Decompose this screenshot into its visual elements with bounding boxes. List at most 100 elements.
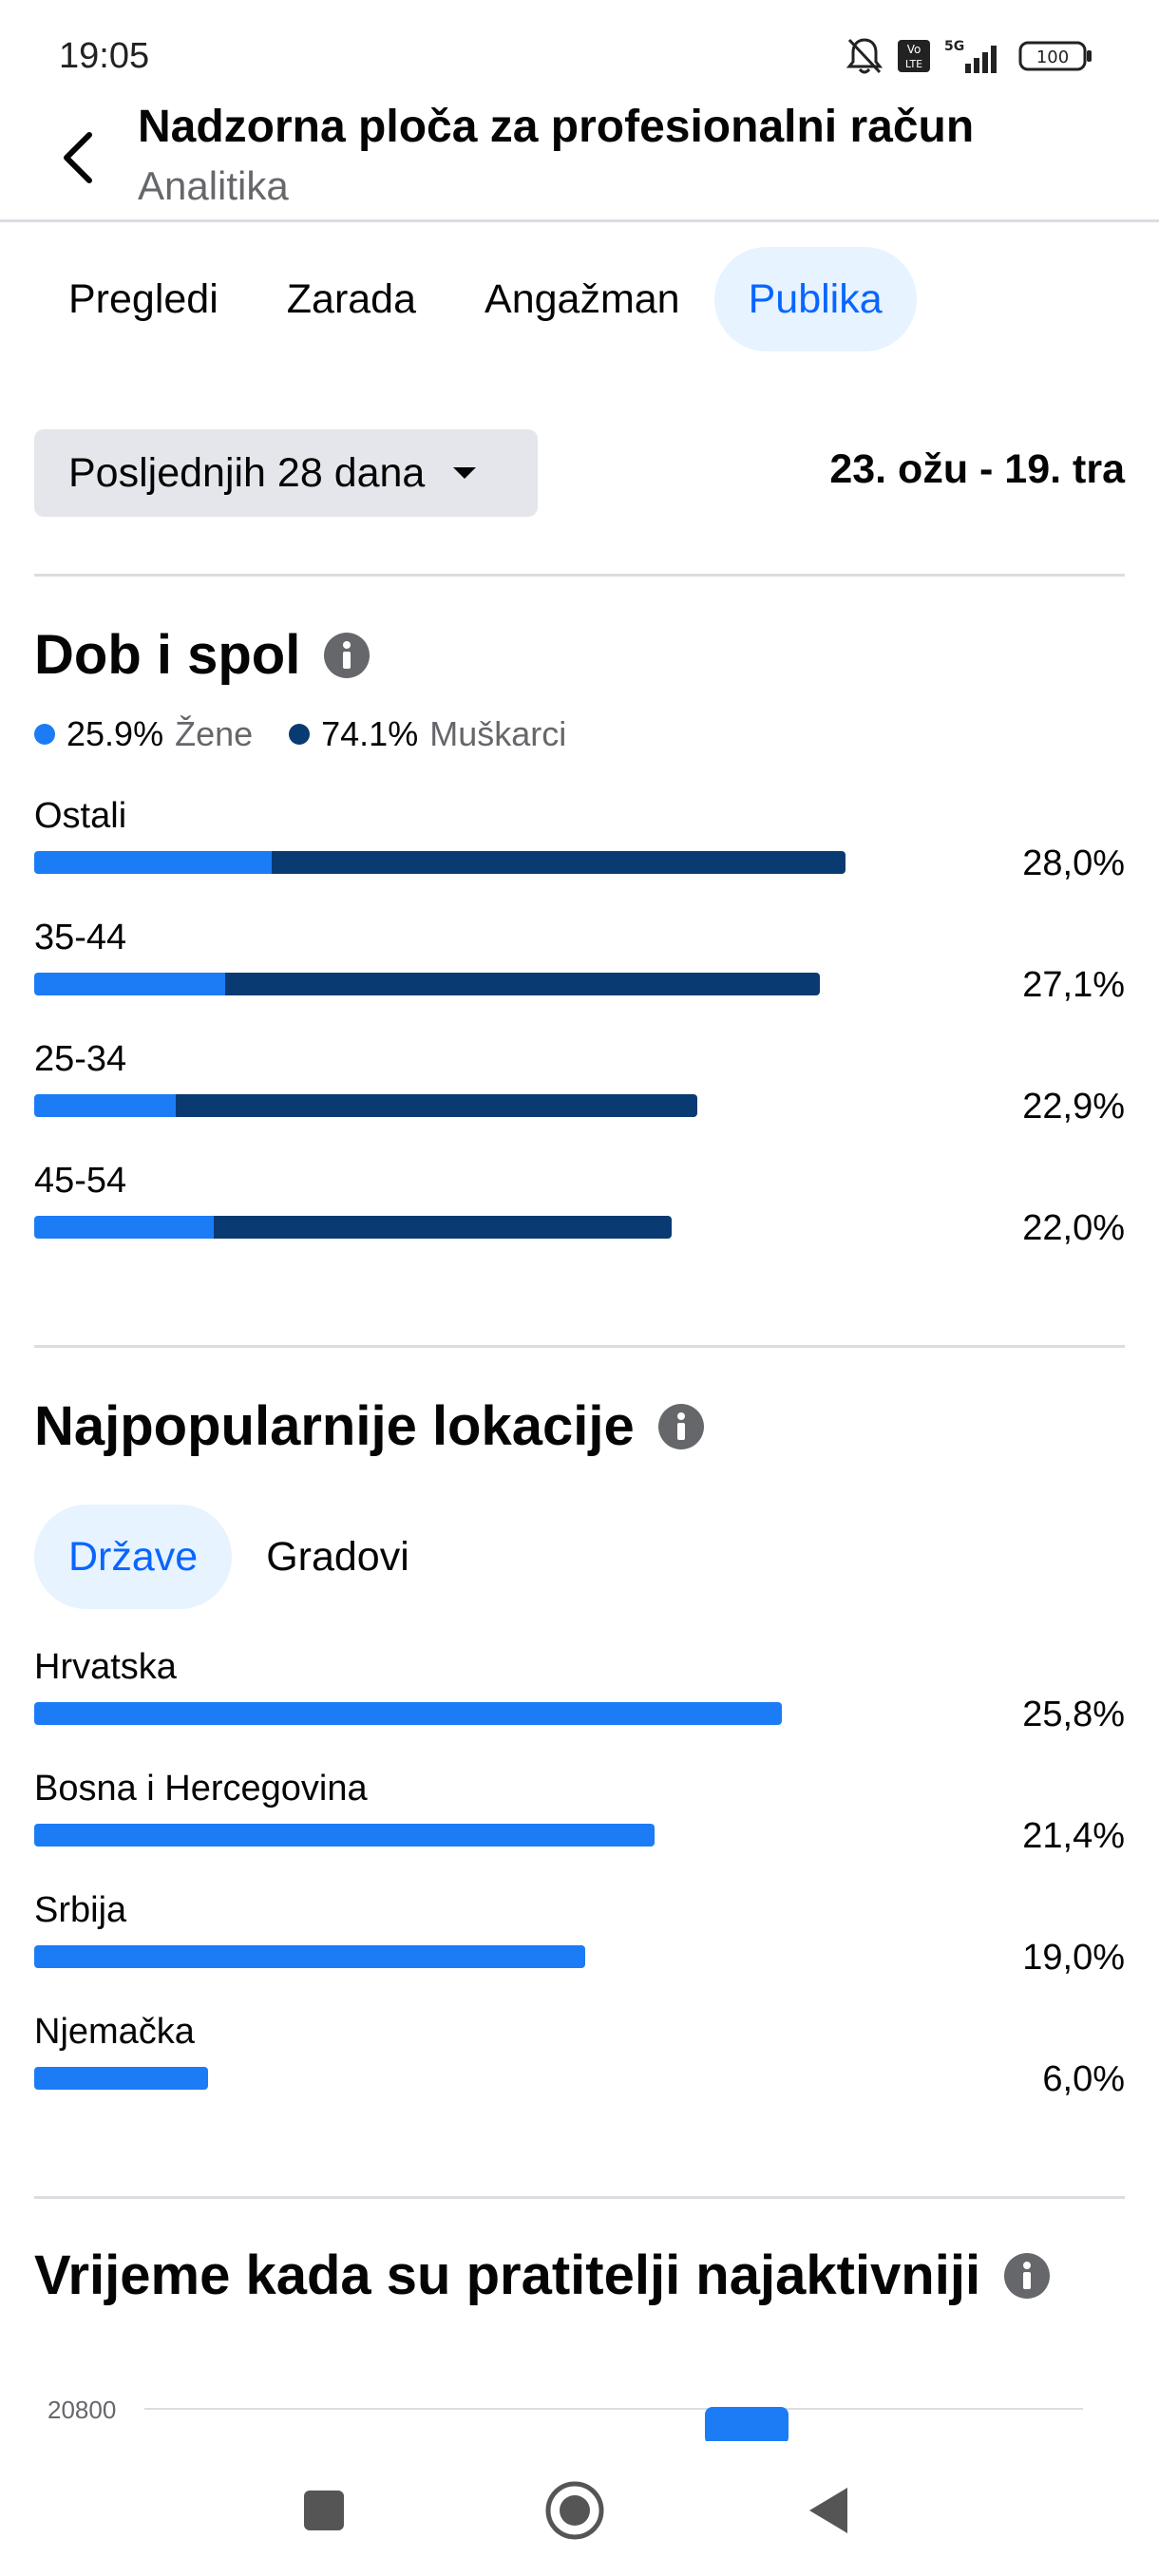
age-row-bar-male	[225, 973, 820, 995]
divider	[34, 574, 1125, 577]
legend-dot-men	[289, 724, 311, 745]
age-row-label: 45-54	[34, 1161, 127, 1201]
bell-muted-icon	[846, 38, 884, 74]
age-row: Ostali 28,0%	[34, 796, 1125, 910]
back-button[interactable]	[48, 123, 108, 192]
age-row-value: 22,0%	[1022, 1208, 1125, 1248]
chevron-left-icon	[64, 132, 92, 183]
age-row-value: 22,9%	[1022, 1087, 1125, 1127]
age-row-label: Ostali	[34, 796, 127, 836]
back-triangle-icon	[809, 2488, 847, 2533]
volte-icon: Vo LTE	[898, 40, 930, 72]
location-row-value: 6,0%	[1042, 2059, 1125, 2099]
age-gender-section-title: Dob i spol	[34, 623, 370, 687]
app-header: Nadzorna ploča za profesionalni račun An…	[0, 91, 1159, 222]
legend-pct-women: 25.9%	[66, 714, 164, 753]
battery-icon: 100	[1018, 41, 1092, 71]
legend-pct-men: 74.1%	[321, 714, 419, 753]
battery-level: 100	[1036, 47, 1069, 67]
age-row-value: 27,1%	[1022, 965, 1125, 1005]
location-row-label: Hrvatska	[34, 1647, 177, 1687]
age-row-bar-male	[176, 1094, 698, 1117]
locations-section-title: Najpopularnije lokacije	[34, 1394, 705, 1458]
active-times-section-title: Vrijeme kada su pratitelji najaktivniji	[34, 2244, 1051, 2307]
age-row-bar-female	[34, 973, 226, 995]
page-subtitle: Analitika	[138, 163, 289, 208]
location-row-bar	[34, 1824, 889, 1847]
info-icon[interactable]	[323, 632, 370, 679]
location-row-value: 21,4%	[1022, 1816, 1125, 1856]
recents-square-icon	[304, 2491, 344, 2530]
age-row-bar-male	[272, 851, 846, 874]
age-row-bar-female	[34, 1216, 215, 1239]
legend-item-women: 25.9% Žene	[34, 714, 253, 754]
age-row-bar-female	[34, 851, 273, 874]
tab-angazman[interactable]: Angažman	[484, 275, 680, 322]
divider	[34, 1345, 1125, 1348]
location-row-bar	[34, 1945, 889, 1968]
caret-down-icon	[453, 467, 477, 479]
date-range-text: 23. ožu - 19. tra	[829, 446, 1125, 492]
svg-text:5G: 5G	[944, 39, 964, 54]
age-gender-title: Dob i spol	[34, 624, 301, 686]
location-row-label: Srbija	[34, 1890, 127, 1930]
location-row: Srbija 19,0%	[34, 1890, 1125, 2004]
location-row-bar-fill	[34, 2067, 208, 2090]
age-row-value: 28,0%	[1022, 843, 1125, 883]
tab-pregledi[interactable]: Pregledi	[68, 275, 218, 322]
age-row-bar	[34, 851, 889, 874]
tab-publika[interactable]: Publika	[713, 247, 917, 351]
divider	[34, 2196, 1125, 2199]
location-row: Njemačka 6,0%	[34, 2012, 1125, 2126]
legend-item-men: 74.1% Muškarci	[289, 714, 566, 754]
age-row-bar	[34, 1216, 889, 1239]
location-subtabs: Države Gradovi	[34, 1505, 444, 1609]
age-row: 35-44 27,1%	[34, 918, 1125, 1032]
subtab-gradovi[interactable]: Gradovi	[266, 1533, 409, 1580]
age-row: 45-54 22,0%	[34, 1161, 1125, 1275]
age-row-bar-male	[214, 1216, 672, 1239]
active-times-title: Vrijeme kada su pratitelji najaktivniji	[34, 2245, 981, 2306]
age-row-bar	[34, 973, 889, 995]
age-row-bar	[34, 1094, 889, 1117]
info-icon[interactable]	[1003, 2252, 1051, 2300]
info-icon[interactable]	[657, 1403, 705, 1450]
location-row: Bosna i Hercegovina 21,4%	[34, 1769, 1125, 1883]
signal-5g-icon: 5G	[944, 39, 997, 73]
locations-title: Najpopularnije lokacije	[34, 1395, 635, 1457]
age-row: 25-34 22,9%	[34, 1039, 1125, 1153]
location-row-bar	[34, 2067, 889, 2090]
subtab-drzave[interactable]: Države	[34, 1505, 233, 1609]
location-row-label: Bosna i Hercegovina	[34, 1769, 368, 1809]
recents-button[interactable]	[291, 2477, 357, 2544]
chart-bar	[705, 2407, 788, 2445]
back-nav-button[interactable]	[794, 2477, 861, 2544]
location-row-bar	[34, 1702, 889, 1725]
active-times-chart: 20800	[34, 2384, 1125, 2445]
svg-text:Vo: Vo	[907, 43, 922, 56]
home-circle-icon	[545, 2481, 604, 2540]
tab-zarada[interactable]: Zarada	[286, 275, 417, 322]
active-times-chart-svg: 20800	[48, 2396, 1083, 2445]
location-row: Hrvatska 25,8%	[34, 1647, 1125, 1761]
location-row-bar-fill	[34, 1945, 585, 1968]
date-range-dropdown-label: Posljednjih 28 dana	[68, 449, 426, 496]
age-row-label: 35-44	[34, 918, 127, 957]
gender-legend: 25.9% Žene 74.1% Muškarci	[34, 714, 602, 754]
y-tick-label: 20800	[48, 2396, 116, 2424]
svg-text:LTE: LTE	[905, 58, 922, 70]
location-row-value: 25,8%	[1022, 1695, 1125, 1734]
status-bar: 19:05 Vo LTE 5G 100	[0, 0, 1159, 91]
main-tabs: Pregledi Zarada Angažman Publika	[34, 247, 917, 351]
legend-dot-women	[34, 724, 55, 745]
age-row-bar-female	[34, 1094, 177, 1117]
page-title: Nadzorna ploča za profesionalni račun	[138, 102, 975, 152]
home-button[interactable]	[542, 2477, 608, 2544]
location-row-label: Njemačka	[34, 2012, 195, 2052]
legend-label-men: Muškarci	[429, 714, 567, 753]
location-row-bar-fill	[34, 1824, 655, 1847]
location-row-value: 19,0%	[1022, 1938, 1125, 1978]
location-row-bar-fill	[34, 1702, 782, 1725]
status-time: 19:05	[59, 36, 150, 76]
date-range-dropdown[interactable]: Posljednjih 28 dana	[34, 429, 538, 517]
